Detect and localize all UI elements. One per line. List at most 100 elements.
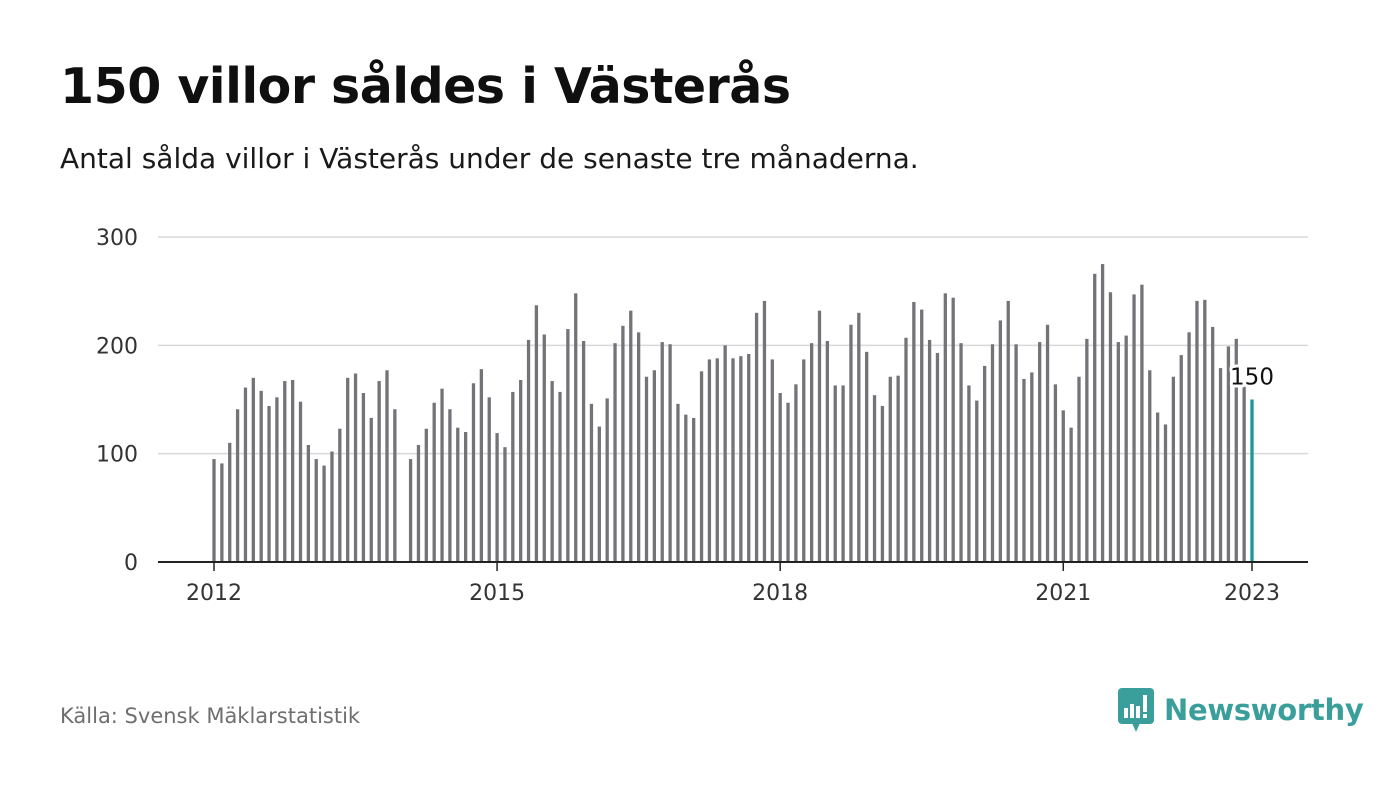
bar bbox=[314, 459, 318, 562]
bar bbox=[896, 375, 900, 562]
bar bbox=[731, 358, 735, 562]
bar bbox=[408, 459, 413, 562]
bar bbox=[652, 370, 657, 562]
bar bbox=[534, 305, 539, 562]
chart-title: 150 villor såldes i Västerås bbox=[60, 58, 791, 115]
bar bbox=[629, 310, 633, 562]
bar bbox=[904, 337, 908, 562]
bar bbox=[330, 451, 334, 562]
bar bbox=[943, 293, 947, 562]
bar bbox=[574, 293, 578, 562]
bar bbox=[243, 387, 248, 562]
bar bbox=[1038, 342, 1042, 562]
bar bbox=[566, 329, 570, 562]
bar bbox=[424, 428, 428, 562]
bar bbox=[1030, 372, 1034, 562]
bar bbox=[762, 300, 767, 562]
y-tick-label: 100 bbox=[96, 443, 138, 468]
bar bbox=[857, 312, 861, 562]
bar bbox=[833, 385, 837, 562]
x-tick-label: 2018 bbox=[752, 581, 808, 606]
bar bbox=[456, 427, 460, 562]
bar bbox=[849, 324, 853, 562]
bar bbox=[393, 409, 397, 562]
bar bbox=[1242, 385, 1246, 562]
value-label: 150 bbox=[1230, 365, 1274, 391]
bar bbox=[1148, 370, 1152, 562]
bar bbox=[809, 343, 814, 562]
x-tick-label: 2015 bbox=[469, 581, 525, 606]
highlight-bar bbox=[1250, 399, 1254, 562]
bar bbox=[1006, 300, 1010, 562]
bar bbox=[235, 409, 240, 562]
bar bbox=[416, 445, 421, 562]
bar bbox=[448, 409, 452, 562]
bar bbox=[298, 401, 303, 562]
bar bbox=[519, 380, 523, 562]
bar bbox=[951, 297, 955, 562]
bar bbox=[495, 433, 499, 562]
bar bbox=[487, 397, 491, 562]
bar bbox=[251, 377, 255, 562]
bar bbox=[1195, 300, 1199, 562]
bar bbox=[747, 354, 751, 562]
bar bbox=[432, 402, 436, 562]
bar bbox=[636, 332, 641, 562]
bar bbox=[542, 334, 546, 562]
bar bbox=[865, 351, 869, 562]
bar bbox=[1100, 264, 1105, 562]
bar bbox=[581, 341, 586, 562]
bar bbox=[1022, 378, 1026, 562]
bar bbox=[267, 406, 271, 562]
source-text: Källa: Svensk Mäklarstatistik bbox=[60, 704, 361, 728]
bar bbox=[275, 397, 279, 562]
chart-subtitle: Antal sålda villor i Västerås under de s… bbox=[60, 142, 919, 175]
bar bbox=[723, 345, 727, 562]
bar bbox=[912, 302, 916, 562]
bar bbox=[259, 390, 263, 562]
y-tick-label: 0 bbox=[124, 551, 138, 576]
bar bbox=[967, 385, 971, 562]
bar bbox=[353, 373, 358, 562]
bar bbox=[1234, 338, 1238, 562]
bar bbox=[754, 312, 759, 562]
bar bbox=[825, 341, 830, 562]
bar bbox=[660, 342, 664, 562]
bar bbox=[558, 391, 562, 562]
bar bbox=[841, 385, 845, 562]
bar bbox=[668, 344, 672, 562]
bar bbox=[786, 402, 790, 562]
bar bbox=[1187, 332, 1191, 562]
bar bbox=[1171, 376, 1176, 562]
bar bbox=[1116, 342, 1120, 562]
bar bbox=[927, 339, 932, 562]
brand[interactable]: Newsworthy bbox=[1118, 688, 1364, 732]
bar bbox=[676, 403, 680, 562]
bar bbox=[621, 325, 625, 562]
bar bbox=[212, 459, 216, 562]
bar bbox=[739, 356, 743, 562]
bar bbox=[479, 369, 484, 562]
bar bbox=[613, 343, 617, 562]
bar bbox=[550, 381, 554, 562]
bar bbox=[346, 377, 350, 562]
bar bbox=[770, 359, 774, 562]
bar bbox=[440, 388, 444, 562]
bar bbox=[338, 428, 342, 562]
bar bbox=[1203, 299, 1207, 562]
bar bbox=[990, 344, 995, 562]
bar bbox=[1053, 384, 1058, 562]
bar bbox=[220, 463, 224, 562]
bar bbox=[794, 384, 798, 562]
bar bbox=[1014, 344, 1018, 562]
x-tick-label: 2023 bbox=[1224, 581, 1280, 606]
bar bbox=[369, 417, 373, 562]
bar bbox=[1179, 355, 1183, 562]
bar bbox=[880, 406, 885, 562]
bar bbox=[1069, 427, 1073, 562]
bar bbox=[1124, 335, 1128, 562]
bar bbox=[1211, 326, 1215, 562]
newsworthy-logo-icon bbox=[1118, 688, 1154, 732]
bar bbox=[1093, 273, 1097, 562]
